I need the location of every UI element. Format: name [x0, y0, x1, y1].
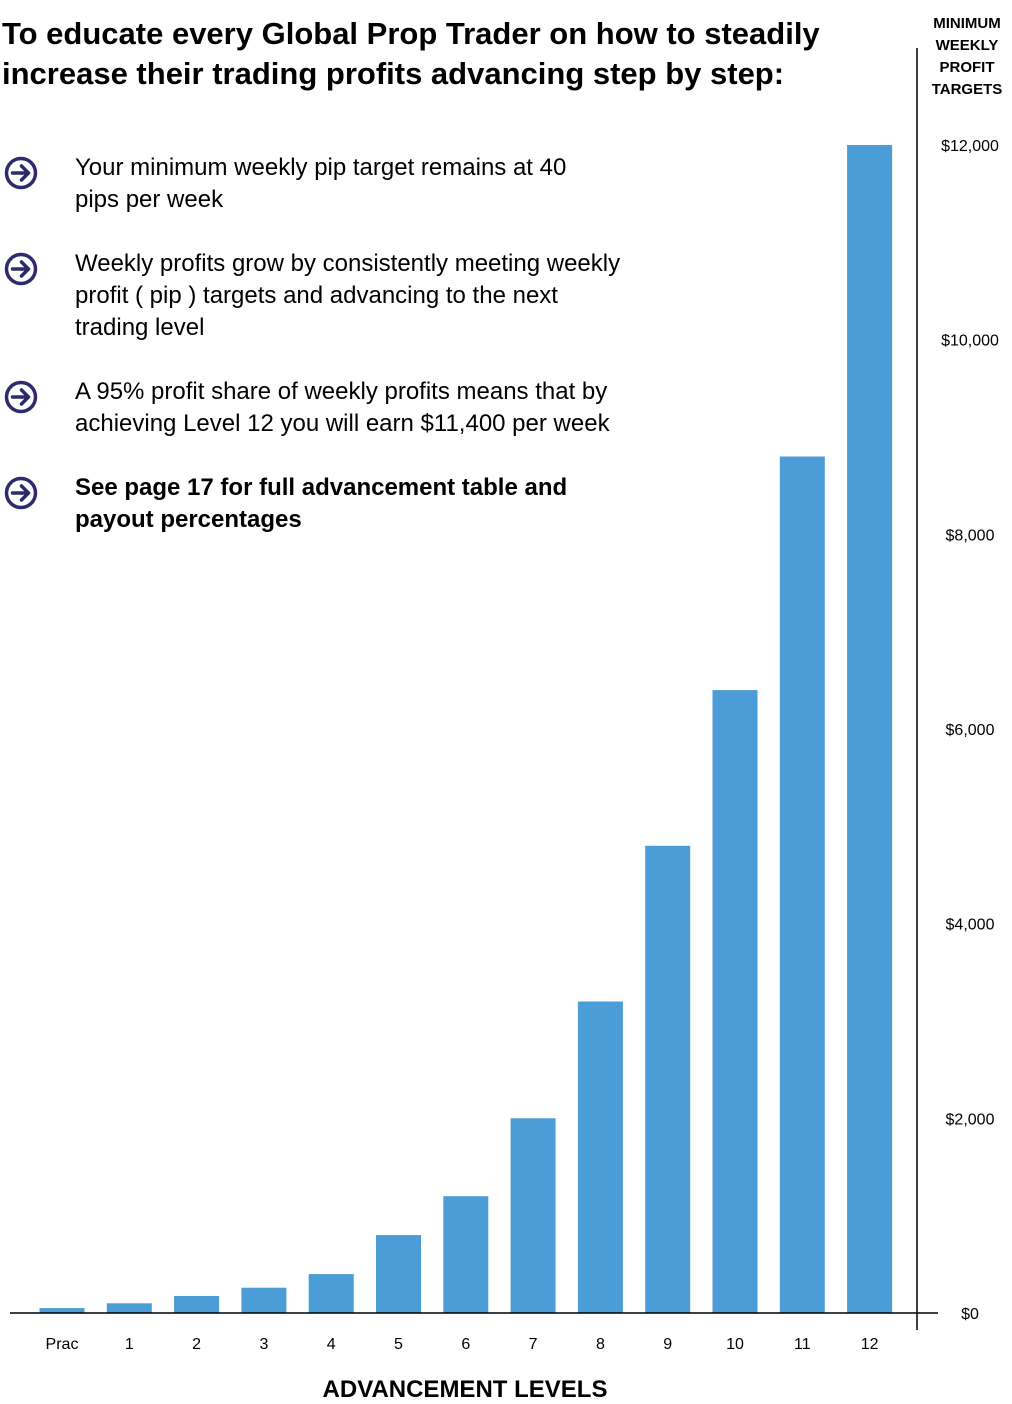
bar	[510, 1118, 556, 1313]
x-axis-title: ADVANCEMENT LEVELS	[322, 1376, 608, 1403]
bar	[645, 845, 691, 1313]
bar	[779, 456, 825, 1313]
y-tick-label: $2,000	[946, 1111, 995, 1128]
x-tick-label: Prac	[46, 1336, 79, 1353]
y-tick-label: $12,000	[941, 138, 999, 155]
bar	[106, 1303, 152, 1313]
y-tick-label: $6,000	[946, 722, 995, 739]
x-tick-label: 9	[663, 1336, 672, 1353]
x-tick-label: 2	[192, 1336, 201, 1353]
arrow-right-circle-icon	[4, 380, 38, 414]
x-tick-label: 10	[726, 1336, 744, 1353]
y-axis-title: MINIMUM WEEKLY PROFIT TARGETS	[922, 13, 1012, 101]
bullet-item: Weekly profits grow by consistently meet…	[0, 248, 625, 344]
x-tick-label: 8	[596, 1336, 605, 1353]
bullet-item: Your minimum weekly pip target remains a…	[0, 152, 615, 216]
y-tick-label: $4,000	[946, 917, 995, 934]
y-axis-title-line: MINIMUM	[933, 15, 1001, 32]
y-tick-label: $0	[961, 1306, 979, 1323]
bar	[174, 1296, 220, 1313]
x-tick-label: 1	[125, 1336, 134, 1353]
x-tick-label: 3	[259, 1336, 268, 1353]
bar	[241, 1287, 287, 1313]
x-tick-label: 5	[394, 1336, 403, 1353]
y-axis-title-line: WEEKLY	[935, 37, 999, 54]
bullet-list: Your minimum weekly pip target remains a…	[0, 152, 640, 536]
bar	[376, 1235, 421, 1313]
x-tick-label: 4	[327, 1336, 336, 1353]
x-tick-label: 11	[794, 1336, 811, 1353]
y-tick-label: $8,000	[946, 527, 995, 544]
bullet-text: A 95% profit share of weekly profits mea…	[75, 378, 610, 437]
arrow-right-circle-icon	[4, 252, 38, 286]
bullet-item: A 95% profit share of weekly profits mea…	[0, 376, 615, 440]
x-tick-label: 6	[461, 1336, 470, 1353]
y-axis-title-line: PROFIT	[939, 59, 995, 76]
y-tick-label: $10,000	[941, 333, 999, 350]
page-title: To educate every Global Prop Trader on h…	[2, 16, 820, 91]
y-axis-title-line: TARGETS	[931, 81, 1003, 98]
bar	[847, 145, 893, 1313]
bar	[443, 1196, 489, 1313]
arrow-right-circle-icon	[4, 476, 38, 510]
arrow-right-circle-icon	[4, 156, 38, 190]
bullet-item: See page 17 for full advancement table a…	[0, 472, 595, 536]
bar	[308, 1274, 354, 1313]
bar	[577, 1001, 623, 1313]
bullet-text: Your minimum weekly pip target remains a…	[75, 154, 567, 213]
bar	[712, 690, 758, 1313]
bullet-text: Weekly profits grow by consistently meet…	[75, 250, 621, 341]
bar	[39, 1308, 85, 1313]
x-tick-label: 12	[861, 1336, 879, 1353]
bullet-text: See page 17 for full advancement table a…	[75, 474, 568, 533]
x-tick-label: 7	[529, 1336, 538, 1353]
